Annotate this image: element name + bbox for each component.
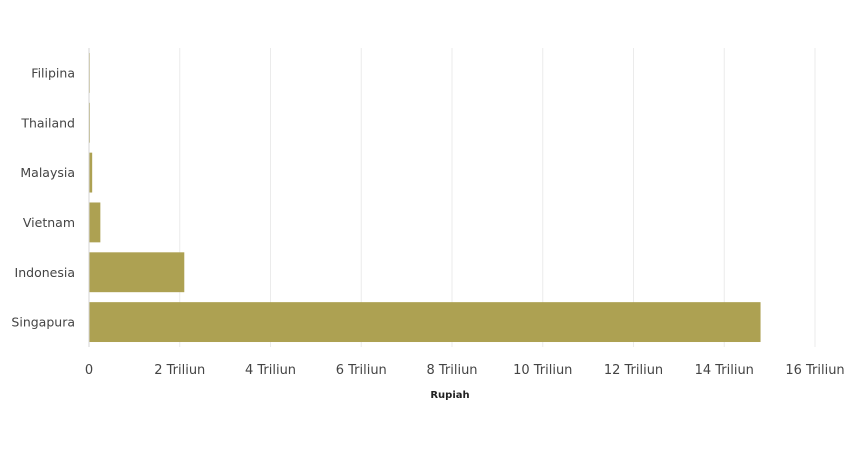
- x-tick-label: 6 Triliun: [336, 363, 387, 378]
- x-tick-label: 16 Triliun: [785, 363, 844, 378]
- bar-singapura[interactable]: [89, 302, 761, 343]
- y-tick-label: Vietnam: [23, 215, 75, 230]
- x-tick-label: 2 Triliun: [154, 363, 205, 378]
- y-tick-label: Thailand: [20, 115, 75, 130]
- grid-layer: [179, 48, 816, 347]
- x-tick-label: 10 Triliun: [513, 363, 572, 378]
- y-tick-label: Filipina: [31, 65, 75, 80]
- x-tick-label: 8 Triliun: [426, 363, 477, 378]
- y-tick-label: Singapura: [11, 315, 75, 330]
- y-tick-label: Indonesia: [15, 265, 75, 280]
- y-tick-label: Malaysia: [20, 165, 75, 180]
- x-tick-label: 14 Triliun: [695, 363, 754, 378]
- bar-vietnam[interactable]: [89, 202, 101, 243]
- x-tick-label: 4 Triliun: [245, 363, 296, 378]
- bar-indonesia[interactable]: [89, 252, 185, 293]
- bar-layer: [89, 52, 761, 343]
- bar-malaysia[interactable]: [89, 152, 93, 193]
- x-axis-title: Rupiah: [430, 390, 469, 401]
- x-tick-label: 0: [85, 363, 93, 378]
- x-tick-labels: 0 2 Triliun 4 Triliun 6 Triliun 8 Triliun 10 …: [85, 363, 845, 378]
- x-tick-label: 12 Triliun: [604, 363, 663, 378]
- y-tick-labels: Singapura Indonesia Vietnam Malaysia Thailan…: [11, 65, 75, 329]
